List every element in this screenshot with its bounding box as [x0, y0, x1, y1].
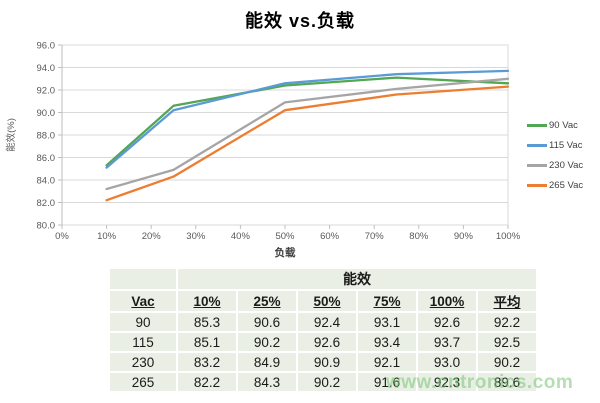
y-tick-label: 94.0 — [37, 63, 56, 74]
legend-item-115-vac: 115 Vac — [527, 140, 583, 151]
legend-line-swatch — [527, 144, 547, 147]
table-row-115-vac: 115 85.1 90.2 92.6 93.4 93.7 92.5 — [110, 333, 536, 351]
x-tick-label: 80% — [409, 231, 429, 242]
table-cell: 265 — [110, 373, 176, 391]
table-row-90-vac: 90 85.3 90.6 92.4 93.1 92.6 92.2 — [110, 313, 536, 331]
column-header-25pct: 25% — [238, 291, 296, 311]
y-tick-label: 92.0 — [37, 86, 56, 97]
legend-line-swatch — [527, 184, 547, 187]
column-header-vac: Vac — [110, 291, 176, 311]
legend-item-265-vac: 265 Vac — [527, 180, 583, 191]
column-header-平均: 平均 — [478, 291, 536, 311]
table-cell: 230 — [110, 353, 176, 371]
table-cell: 90 — [110, 313, 176, 331]
column-header-50pct: 50% — [298, 291, 356, 311]
legend-item-230-vac: 230 Vac — [527, 160, 583, 171]
x-tick-label: 60% — [320, 231, 340, 242]
table-row-230-vac: 230 83.2 84.9 90.9 92.1 93.0 90.2 — [110, 353, 536, 371]
series-line-115-vac — [105, 69, 510, 169]
table-header-row: Vac 10% 25% 50% 75% 100% 平均 — [110, 291, 536, 311]
series-line-90-vac — [105, 76, 510, 167]
table-cell: 93.4 — [358, 333, 416, 351]
table-cell: 92.4 — [298, 313, 356, 331]
legend-line-swatch — [527, 124, 547, 127]
x-tick-label: 0% — [55, 231, 69, 242]
x-tick-label: 10% — [97, 231, 117, 242]
table-cell: 93.1 — [358, 313, 416, 331]
table-cell: 92.6 — [298, 333, 356, 351]
table-cell: 115 — [110, 333, 176, 351]
table-cell: 89.6 — [478, 373, 536, 391]
series-line-265-vac — [105, 85, 510, 202]
legend-label: 230 Vac — [549, 160, 584, 171]
chart-legend: 90 Vac 115 Vac 230 Vac 265 Vac — [527, 120, 583, 191]
table-cell: 92.6 — [418, 313, 476, 331]
efficiency-vs-load-line-chart: 96.0 94.0 92.0 90.0 88.0 86.0 84.0 82.0 80.00% 10… — [5, 41, 521, 260]
series-line-230-vac — [105, 77, 510, 191]
y-tick-label: 86.0 — [37, 153, 56, 164]
table-cell: 90.9 — [298, 353, 356, 371]
legend-label: 90 Vac — [549, 120, 578, 131]
x-tick-label: 70% — [365, 231, 385, 242]
table-cell: 84.9 — [238, 353, 296, 371]
column-header-75pct: 75% — [358, 291, 416, 311]
x-tick-label: 20% — [142, 231, 162, 242]
table-cell: 83.2 — [178, 353, 236, 371]
y-axis-title: 能效(%) — [5, 118, 17, 152]
table-row-265-vac: 265 82.2 84.3 90.2 91.6 92.3 89.6 — [110, 373, 536, 391]
x-tick-label: 30% — [186, 231, 206, 242]
table-cell: 90.2 — [478, 353, 536, 371]
legend-label: 265 Vac — [549, 180, 584, 191]
table-cell: 90.2 — [238, 333, 296, 351]
table-cell: 93.7 — [418, 333, 476, 351]
legend-line-swatch — [527, 164, 547, 167]
x-tick-label: 40% — [231, 231, 251, 242]
table-cell: 92.2 — [478, 313, 536, 331]
table-cell: 90.2 — [298, 373, 356, 391]
table-cell: 84.3 — [238, 373, 296, 391]
x-axis-title: 负载 — [275, 246, 296, 259]
table-cell: 90.6 — [238, 313, 296, 331]
x-tick-label: 90% — [454, 231, 474, 242]
y-tick-label: 96.0 — [37, 41, 56, 52]
y-tick-label: 82.0 — [37, 198, 56, 209]
legend-item-90-vac: 90 Vac — [527, 120, 583, 131]
table-cell: 92.5 — [478, 333, 536, 351]
column-header-100pct: 100% — [418, 291, 476, 311]
y-tick-label: 80.0 — [37, 221, 56, 232]
table-cell: 91.6 — [358, 373, 416, 391]
chart-title: 能效 vs.负载 — [244, 11, 356, 31]
legend-label: 115 Vac — [549, 140, 583, 151]
y-tick-label: 88.0 — [37, 131, 56, 142]
table-corner-cell — [110, 269, 176, 289]
table-title: 能效 — [178, 269, 536, 289]
efficiency-data-table: 能效 Vac 10% 25% 50% 75% 100% 平均 90 85.3 90.6 92.4 9… — [108, 267, 538, 393]
column-header-10pct: 10% — [178, 291, 236, 311]
x-tick-label: 50% — [275, 231, 295, 242]
table-cell: 92.1 — [358, 353, 416, 371]
table-cell: 93.0 — [418, 353, 476, 371]
table-cell: 82.2 — [178, 373, 236, 391]
y-tick-label: 84.0 — [37, 176, 56, 187]
table-cell: 92.3 — [418, 373, 476, 391]
y-tick-label: 90.0 — [37, 108, 56, 119]
table-title-row: 能效 — [110, 269, 536, 289]
x-tick-label: 100% — [496, 231, 521, 242]
table-cell: 85.1 — [178, 333, 236, 351]
table-cell: 85.3 — [178, 313, 236, 331]
